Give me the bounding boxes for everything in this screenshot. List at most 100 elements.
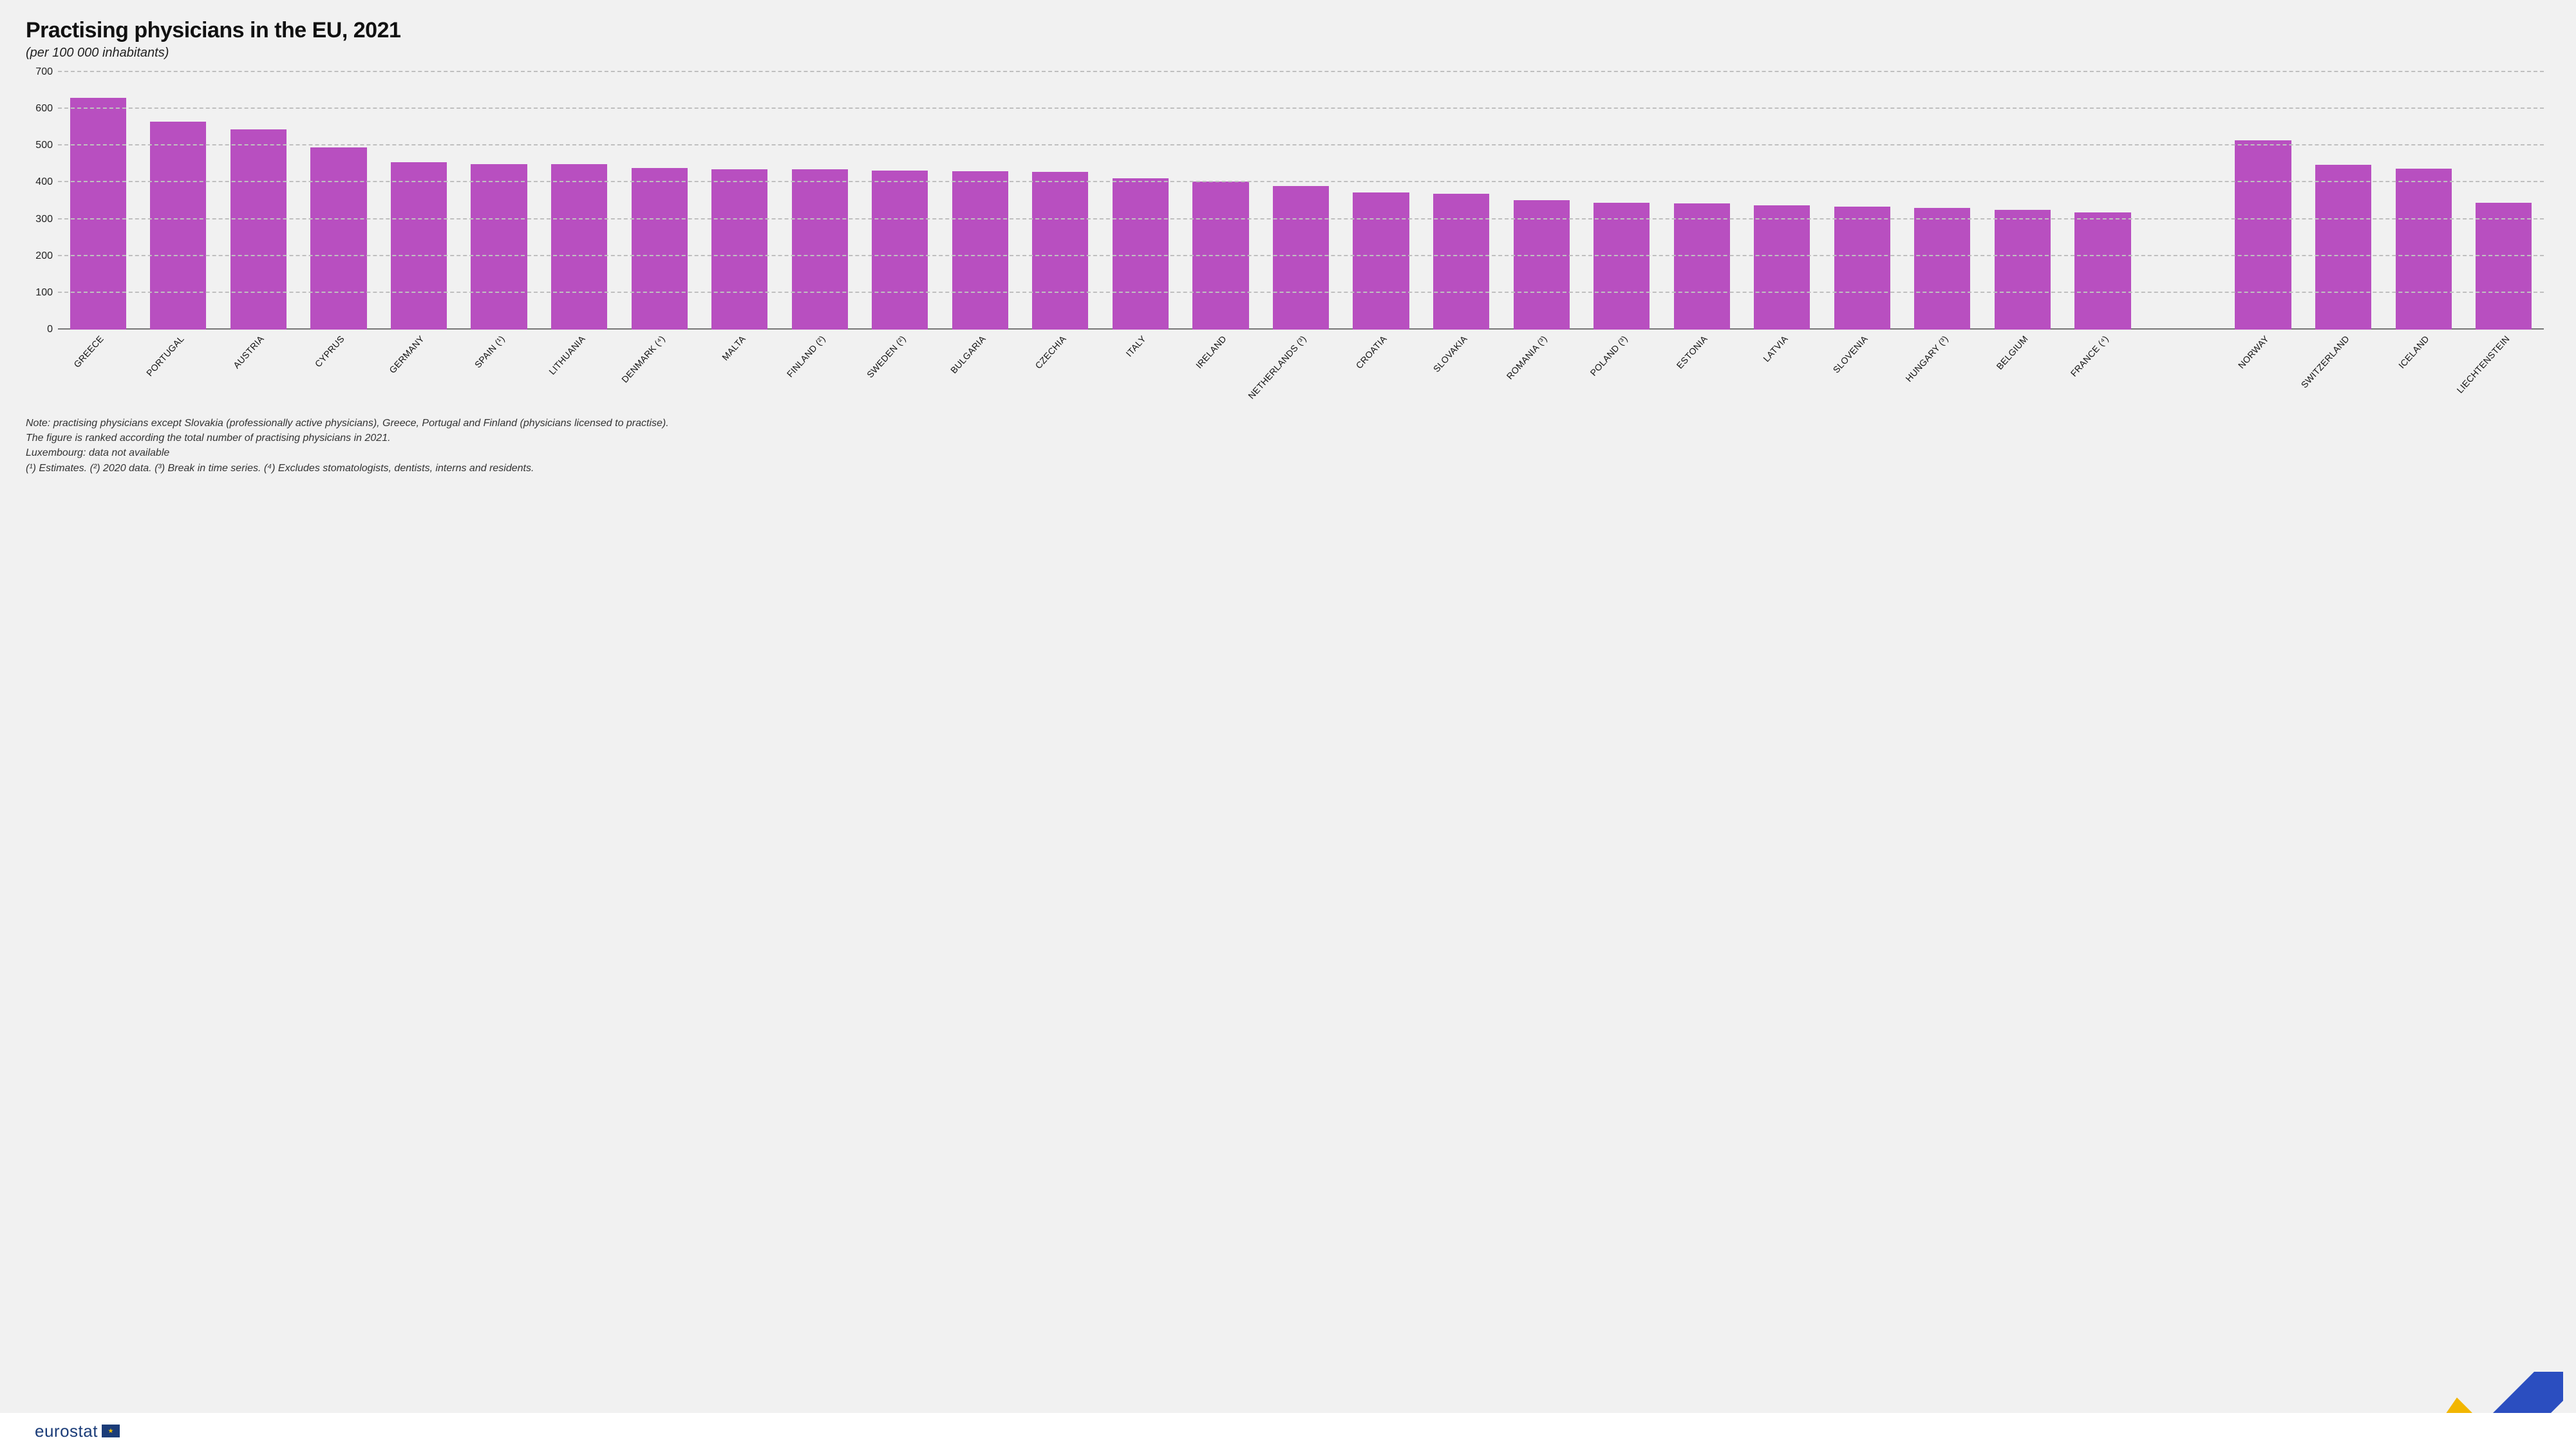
x-tick-label: GREECE <box>71 333 106 369</box>
y-tick-label: 700 <box>35 66 58 78</box>
x-label-slot: NETHERLANDS (³) <box>1261 330 1341 407</box>
x-label-slot: AUSTRIA <box>218 330 299 407</box>
bar <box>2396 169 2452 330</box>
bar <box>1834 207 1890 330</box>
bar <box>792 169 848 330</box>
x-label-slot: SLOVAKIA <box>1421 330 1501 407</box>
x-label-slot: MALTA <box>699 330 780 407</box>
x-tick-label: BULGARIA <box>948 333 988 375</box>
x-tick-label: ROMANIA (³) <box>1505 333 1549 381</box>
x-tick-label: SLOVENIA <box>1831 333 1870 375</box>
grid-line <box>58 108 2544 109</box>
y-tick-label: 0 <box>47 324 58 335</box>
group-gap <box>2143 330 2223 407</box>
x-tick-label: SWITZERLAND <box>2299 333 2351 390</box>
x-label-slot: SWEDEN (²) <box>860 330 940 407</box>
x-label-slot: GREECE <box>58 330 138 407</box>
y-tick-label: 300 <box>35 214 58 225</box>
x-tick-label: IRELAND <box>1194 333 1228 370</box>
x-label-slot: LIECHTENSTEIN <box>2463 330 2544 407</box>
y-tick-label: 100 <box>35 287 58 299</box>
x-tick-label: ESTONIA <box>1675 333 1709 371</box>
bar <box>1914 208 1970 330</box>
y-tick-label: 600 <box>35 103 58 115</box>
plot-area: 0100200300400500600700 <box>58 72 2544 330</box>
bar <box>471 164 527 330</box>
x-tick-label: GERMANY <box>388 333 427 375</box>
x-tick-label: LATVIA <box>1761 333 1790 364</box>
grid-line <box>58 255 2544 256</box>
bar <box>632 168 688 330</box>
y-tick-label: 400 <box>35 176 58 188</box>
x-label-slot: SPAIN (¹) <box>459 330 540 407</box>
bar <box>1113 178 1169 330</box>
eu-flag-icon: ★ <box>102 1425 120 1437</box>
x-label-slot: ITALY <box>1100 330 1181 407</box>
x-label-slot: BELGIUM <box>1982 330 2063 407</box>
bar <box>1594 203 1650 330</box>
x-label-slot: NORWAY <box>2223 330 2304 407</box>
x-tick-label: ICELAND <box>2396 333 2431 370</box>
bar <box>2315 165 2371 330</box>
x-axis-labels: GREECEPORTUGALAUSTRIACYPRUSGERMANYSPAIN … <box>58 330 2544 407</box>
bar <box>1514 200 1570 330</box>
footnote-line: Luxembourg: data not available <box>26 445 2550 460</box>
bar <box>1273 186 1329 330</box>
x-tick-label: CROATIA <box>1354 333 1389 371</box>
x-tick-label: SWEDEN (²) <box>865 333 908 380</box>
grid-line <box>58 71 2544 72</box>
bar <box>1353 192 1409 330</box>
chart-subtitle: (per 100 000 inhabitants) <box>26 46 2550 61</box>
bar <box>1674 203 1730 330</box>
x-tick-label: SPAIN (¹) <box>473 333 507 369</box>
x-label-slot: FINLAND (²) <box>780 330 860 407</box>
bar <box>711 169 767 330</box>
grid-line <box>58 218 2544 220</box>
footnotes: Note: practising physicians except Slova… <box>26 416 2550 476</box>
grid-line <box>58 292 2544 293</box>
chart-title: Practising physicians in the EU, 2021 <box>26 18 2550 43</box>
bar <box>1433 194 1489 330</box>
bar <box>1995 210 2051 330</box>
chart-container: 0100200300400500600700 GREECEPORTUGALAUS… <box>26 72 2550 407</box>
bar <box>2476 203 2532 330</box>
eurostat-brand: eurostat ★ <box>35 1421 120 1441</box>
bar <box>952 171 1008 330</box>
y-tick-label: 200 <box>35 250 58 262</box>
x-label-slot: LITHUANIA <box>539 330 619 407</box>
x-label-slot: ESTONIA <box>1662 330 1742 407</box>
brand-text: eurostat <box>35 1421 98 1441</box>
bar <box>551 164 607 330</box>
x-label-slot: GERMANY <box>379 330 459 407</box>
x-tick-label: CYPRUS <box>313 333 346 369</box>
bar <box>2074 212 2130 330</box>
x-tick-label: BELGIUM <box>1995 333 2030 371</box>
x-tick-label: HUNGARY (³) <box>1903 333 1950 384</box>
x-label-slot: CROATIA <box>1341 330 1422 407</box>
x-tick-label: AUSTRIA <box>231 333 266 370</box>
x-label-slot: SWITZERLAND <box>2303 330 2383 407</box>
x-tick-label: DENMARK (⁴) <box>619 333 667 384</box>
footer-bar: eurostat ★ <box>0 1413 2576 1449</box>
bar <box>310 147 366 330</box>
x-tick-label: SLOVAKIA <box>1431 333 1469 374</box>
footnote-line: (¹) Estimates. (²) 2020 data. (³) Break … <box>26 461 2550 476</box>
x-tick-label: FINLAND (²) <box>785 333 827 379</box>
x-label-slot: ICELAND <box>2383 330 2464 407</box>
x-label-slot: HUNGARY (³) <box>1903 330 1983 407</box>
bar <box>391 162 447 330</box>
x-tick-label: POLAND (³) <box>1588 333 1629 378</box>
x-label-slot: DENMARK (⁴) <box>619 330 700 407</box>
y-tick-label: 500 <box>35 140 58 151</box>
footnote-line: Note: practising physicians except Slova… <box>26 416 2550 431</box>
bar <box>150 122 206 330</box>
x-label-slot: CYPRUS <box>299 330 379 407</box>
grid-line <box>58 181 2544 182</box>
bar <box>70 98 126 330</box>
x-tick-label: MALTA <box>720 333 747 362</box>
x-label-slot: CZECHIA <box>1020 330 1101 407</box>
bar <box>1032 172 1088 330</box>
x-label-slot: POLAND (³) <box>1581 330 1662 407</box>
x-tick-label: NORWAY <box>2236 333 2271 371</box>
bar <box>230 129 287 330</box>
